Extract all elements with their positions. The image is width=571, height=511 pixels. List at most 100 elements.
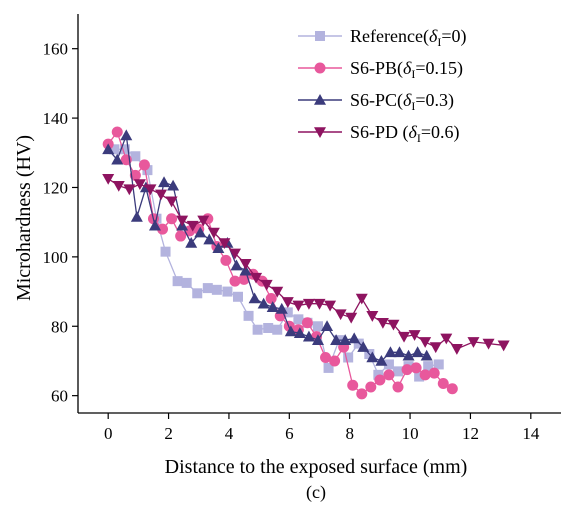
x-tick-label: 12 (462, 424, 479, 443)
data-point (339, 334, 352, 345)
data-point (410, 362, 422, 374)
data-point (252, 324, 263, 335)
legend-marker (314, 94, 326, 105)
legend-label: Reference(δI=0) (350, 26, 466, 49)
data-point (282, 307, 293, 318)
data-point (348, 332, 361, 344)
data-point (365, 381, 377, 393)
legend-label-tail: =0.6) (421, 122, 460, 143)
series-2 (102, 129, 433, 366)
data-point (345, 312, 358, 324)
data-point (401, 364, 413, 376)
data-point (343, 352, 354, 363)
data-point (329, 355, 341, 367)
legend-label-main: Reference( (350, 26, 429, 47)
data-point (243, 310, 254, 321)
legend-label-symbol: δ (409, 122, 418, 142)
data-point (302, 298, 315, 310)
data-point (207, 227, 220, 239)
legend-label-subscript: I (437, 35, 441, 49)
data-point (420, 349, 433, 361)
data-point (263, 322, 274, 333)
data-point (302, 330, 315, 342)
data-point (437, 378, 449, 390)
data-point (157, 223, 169, 235)
data-point (142, 165, 153, 176)
data-point (357, 341, 370, 352)
data-point (293, 314, 304, 325)
data-point (312, 321, 323, 332)
legend-marker (314, 127, 326, 138)
data-point (222, 286, 233, 297)
data-point (165, 196, 178, 208)
data-point (166, 213, 178, 225)
data-point (257, 297, 270, 309)
data-point (383, 369, 395, 381)
data-point (366, 351, 379, 363)
legend-marker (315, 31, 325, 41)
data-point (376, 317, 389, 329)
data-point (482, 338, 495, 350)
data-point (250, 272, 263, 284)
data-point (197, 215, 210, 227)
data-point (323, 362, 334, 373)
legend-label-tail: =0.15) (415, 58, 463, 79)
x-tick-label: 0 (104, 424, 113, 443)
x-tick-label: 6 (285, 424, 294, 443)
legend-entry: S6-PB(δI=0.15) (298, 58, 463, 81)
data-point (130, 210, 143, 222)
x-tick-label: 4 (225, 424, 234, 443)
data-point (347, 379, 359, 391)
legend: Reference(δI=0)S6-PB(δI=0.15)S6-PC(δI=0.… (298, 26, 466, 145)
data-point (266, 301, 279, 312)
legend-label-tail: =0.3) (415, 90, 454, 111)
data-point (419, 369, 431, 381)
series-0 (109, 144, 444, 382)
data-point (324, 300, 337, 312)
legend-label-subscript: I (411, 67, 415, 81)
data-point (375, 354, 388, 366)
data-point (446, 383, 458, 395)
data-point (123, 184, 136, 196)
y-axis-label: Microhardness (HV) (13, 135, 35, 301)
series-3 (102, 174, 510, 355)
data-point (109, 144, 120, 155)
data-point (129, 169, 141, 181)
data-point (175, 230, 187, 242)
data-point (176, 215, 189, 227)
data-point (402, 349, 415, 361)
data-point (203, 233, 216, 245)
legend-label-symbol: δ (429, 26, 438, 46)
y-tick-label: 60 (51, 387, 68, 406)
data-point (355, 293, 368, 305)
data-point (467, 337, 480, 348)
data-point (392, 366, 403, 377)
data-point (232, 291, 243, 302)
data-point (102, 143, 115, 155)
data-point (301, 317, 313, 329)
legend-label-main: S6-PB( (350, 58, 403, 79)
series-1 (102, 126, 458, 400)
x-tick-label: 10 (402, 424, 419, 443)
data-point (212, 242, 225, 253)
data-point (218, 238, 231, 249)
legend-label: S6-PC(δI=0.3) (350, 90, 454, 113)
data-point (414, 371, 425, 382)
data-point (320, 351, 332, 363)
legend-label-main: S6-PC( (350, 90, 403, 111)
x-tick-label: 14 (522, 424, 540, 443)
data-point (428, 367, 440, 379)
data-point (423, 361, 434, 372)
data-point (228, 248, 241, 260)
data-point (433, 359, 444, 370)
data-point (138, 159, 150, 171)
data-point (275, 302, 288, 314)
data-point (112, 180, 125, 192)
x-tick-label: 2 (164, 424, 173, 443)
y-tick-label: 80 (51, 317, 68, 336)
data-point (239, 264, 252, 276)
data-point (311, 334, 324, 345)
data-point (450, 344, 463, 355)
data-point (272, 324, 283, 335)
data-point (440, 333, 453, 345)
